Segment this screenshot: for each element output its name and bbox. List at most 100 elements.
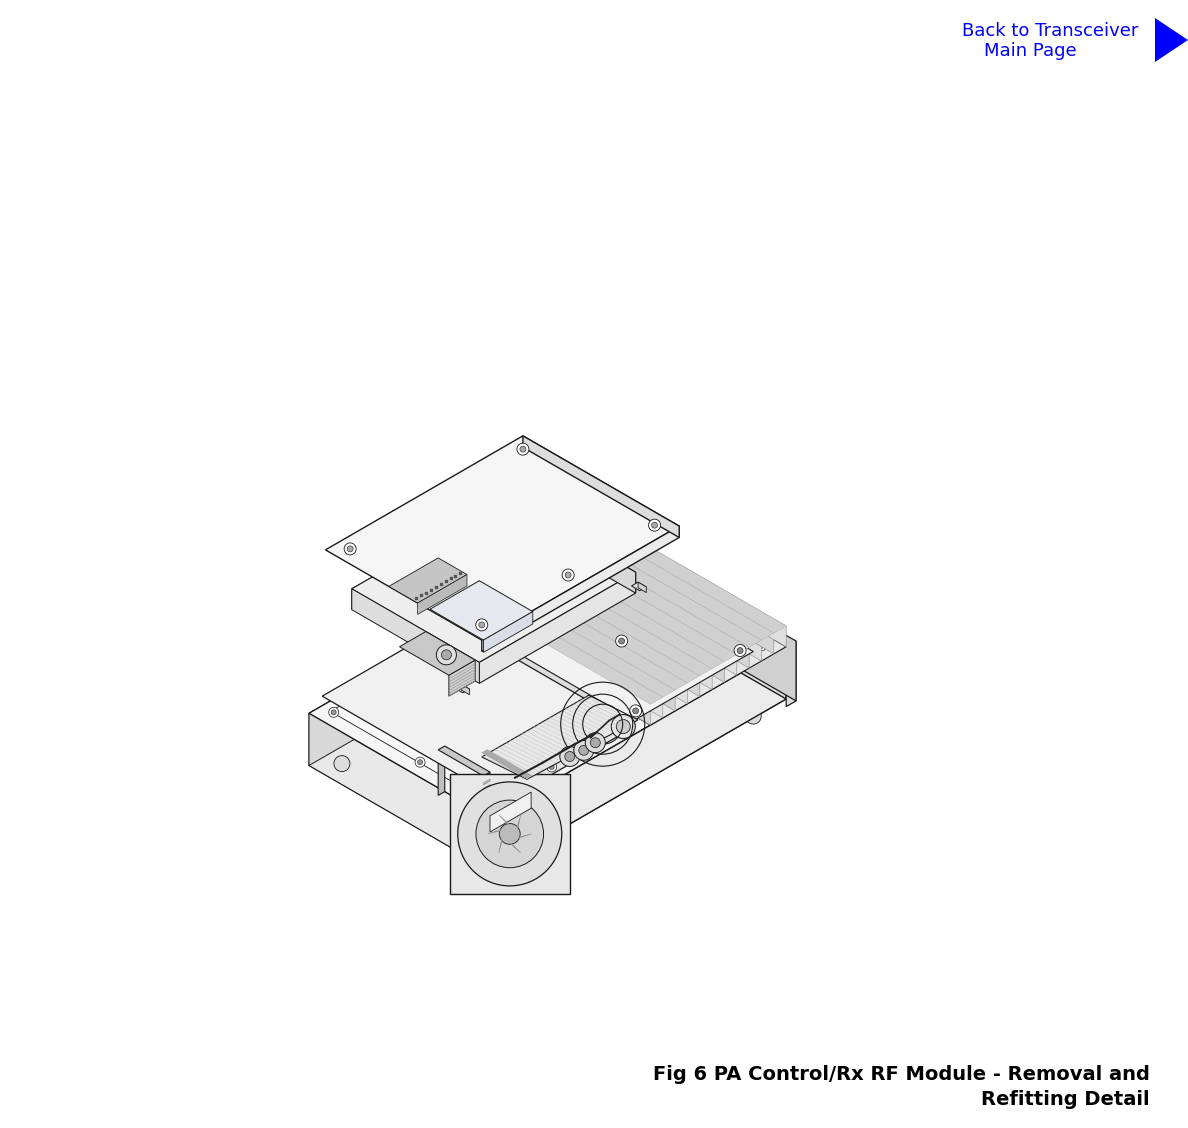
Polygon shape bbox=[589, 576, 737, 661]
Circle shape bbox=[605, 570, 617, 582]
Polygon shape bbox=[484, 790, 489, 795]
Circle shape bbox=[492, 821, 501, 831]
Polygon shape bbox=[466, 613, 634, 728]
Polygon shape bbox=[482, 526, 680, 652]
Circle shape bbox=[694, 584, 708, 599]
Polygon shape bbox=[499, 839, 503, 853]
Polygon shape bbox=[613, 562, 762, 647]
Circle shape bbox=[579, 746, 589, 756]
Polygon shape bbox=[605, 543, 786, 699]
Circle shape bbox=[600, 550, 611, 561]
Polygon shape bbox=[326, 435, 680, 640]
Polygon shape bbox=[352, 589, 479, 684]
Circle shape bbox=[475, 619, 488, 631]
Circle shape bbox=[759, 643, 764, 649]
Circle shape bbox=[649, 519, 661, 531]
Circle shape bbox=[487, 827, 506, 845]
Circle shape bbox=[633, 708, 639, 714]
Circle shape bbox=[560, 747, 580, 766]
FancyBboxPatch shape bbox=[491, 827, 531, 841]
Polygon shape bbox=[518, 834, 531, 838]
Polygon shape bbox=[508, 499, 636, 593]
Polygon shape bbox=[484, 807, 489, 812]
Circle shape bbox=[630, 705, 642, 717]
Polygon shape bbox=[539, 611, 675, 711]
Polygon shape bbox=[461, 685, 469, 695]
Polygon shape bbox=[527, 619, 663, 719]
Polygon shape bbox=[632, 582, 646, 591]
Circle shape bbox=[345, 543, 356, 555]
Polygon shape bbox=[309, 543, 786, 818]
Circle shape bbox=[331, 710, 336, 715]
Polygon shape bbox=[489, 792, 531, 832]
Polygon shape bbox=[484, 801, 489, 807]
FancyBboxPatch shape bbox=[525, 832, 532, 840]
Circle shape bbox=[487, 818, 506, 836]
Polygon shape bbox=[484, 812, 489, 818]
Polygon shape bbox=[551, 598, 700, 682]
Polygon shape bbox=[309, 713, 489, 870]
Polygon shape bbox=[455, 685, 469, 693]
Polygon shape bbox=[484, 795, 489, 801]
Polygon shape bbox=[489, 646, 786, 870]
Circle shape bbox=[617, 720, 631, 733]
Polygon shape bbox=[576, 583, 725, 669]
Circle shape bbox=[581, 614, 596, 629]
Polygon shape bbox=[518, 816, 520, 829]
Polygon shape bbox=[499, 816, 510, 825]
Polygon shape bbox=[1155, 18, 1188, 62]
Polygon shape bbox=[626, 555, 773, 640]
Polygon shape bbox=[510, 844, 520, 853]
Polygon shape bbox=[601, 576, 737, 676]
Polygon shape bbox=[482, 695, 638, 779]
Polygon shape bbox=[478, 769, 506, 803]
Polygon shape bbox=[322, 613, 634, 793]
Polygon shape bbox=[309, 594, 786, 870]
Polygon shape bbox=[388, 558, 467, 603]
Circle shape bbox=[619, 638, 625, 644]
Polygon shape bbox=[564, 598, 700, 697]
Circle shape bbox=[507, 854, 522, 867]
Polygon shape bbox=[514, 619, 663, 704]
Circle shape bbox=[757, 641, 766, 651]
Polygon shape bbox=[489, 710, 634, 810]
Circle shape bbox=[347, 546, 353, 552]
Polygon shape bbox=[309, 543, 605, 766]
Polygon shape bbox=[551, 605, 688, 704]
Polygon shape bbox=[650, 547, 786, 646]
Circle shape bbox=[651, 522, 657, 528]
Circle shape bbox=[457, 782, 562, 885]
FancyBboxPatch shape bbox=[529, 830, 536, 838]
Text: Main Page: Main Page bbox=[984, 42, 1076, 60]
FancyBboxPatch shape bbox=[486, 840, 514, 860]
Polygon shape bbox=[484, 773, 489, 821]
Polygon shape bbox=[638, 582, 646, 592]
Circle shape bbox=[479, 622, 485, 628]
Polygon shape bbox=[484, 784, 489, 791]
Polygon shape bbox=[469, 543, 786, 725]
Circle shape bbox=[442, 650, 451, 660]
Text: Refitting Detail: Refitting Detail bbox=[981, 1090, 1150, 1109]
Circle shape bbox=[737, 647, 744, 653]
Circle shape bbox=[504, 633, 510, 640]
Polygon shape bbox=[352, 499, 636, 662]
Polygon shape bbox=[489, 569, 753, 721]
Polygon shape bbox=[479, 572, 636, 684]
Polygon shape bbox=[638, 547, 786, 633]
Polygon shape bbox=[613, 569, 750, 668]
Circle shape bbox=[415, 757, 425, 767]
Circle shape bbox=[517, 443, 529, 456]
Circle shape bbox=[562, 569, 574, 581]
Circle shape bbox=[329, 707, 339, 717]
Circle shape bbox=[436, 645, 456, 664]
Polygon shape bbox=[638, 555, 773, 654]
Polygon shape bbox=[484, 779, 489, 785]
Polygon shape bbox=[455, 786, 506, 816]
Circle shape bbox=[546, 761, 557, 772]
Polygon shape bbox=[523, 435, 680, 538]
Polygon shape bbox=[430, 581, 532, 640]
Circle shape bbox=[492, 831, 501, 840]
Polygon shape bbox=[786, 641, 796, 706]
Circle shape bbox=[565, 572, 571, 578]
Polygon shape bbox=[539, 605, 688, 690]
